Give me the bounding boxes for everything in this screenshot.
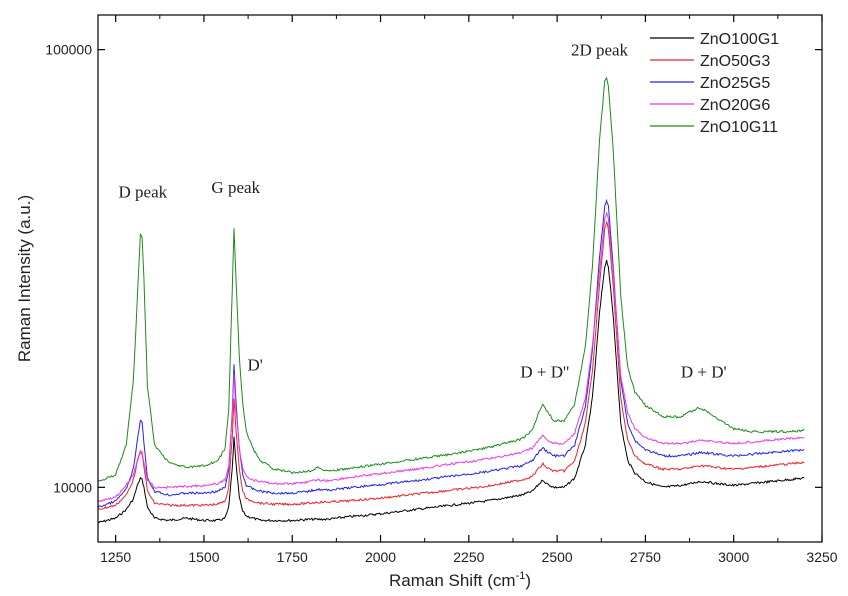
x-tick-label: 2500	[542, 549, 573, 565]
y-tick-label: 10000	[53, 479, 92, 495]
x-tick-label: 1750	[277, 549, 308, 565]
x-tick-label: 3000	[718, 549, 749, 565]
x-tick-label: 2000	[365, 549, 396, 565]
peak-annotation: G peak	[211, 178, 260, 197]
x-tick-label: 2250	[453, 549, 484, 565]
peak-annotation: D + D''	[520, 363, 569, 382]
x-axis-title-main: Raman Shift (cm	[389, 571, 516, 590]
x-tick-label: 1250	[100, 549, 131, 565]
x-axis-title-close: )	[525, 571, 531, 590]
legend-label: ZnO20G6	[700, 97, 770, 114]
legend-label: ZnO100G1	[700, 31, 779, 48]
peak-annotation: D peak	[119, 182, 168, 201]
ticks-layer: 1250 1500 1750 2000 2250 2500 2750 3000 3250 1000…	[45, 15, 838, 565]
series-line-zno50g3	[97, 220, 805, 510]
legend-label: ZnO25G5	[700, 75, 770, 92]
x-axis-title: Raman Shift (cm-1)	[389, 570, 531, 590]
series-line-zno100g1	[97, 259, 805, 524]
x-axis-title-superscript: -1	[516, 570, 526, 582]
peak-annotation: D'	[247, 355, 262, 374]
series-line-zno25g5	[97, 198, 805, 508]
y-tick-label: 100000	[45, 42, 92, 58]
series-line-zno20g6	[97, 212, 805, 503]
x-tick-label: 2750	[630, 549, 661, 565]
series-line-zno10g11	[97, 76, 805, 483]
annotation-layer: D peak G peak D' 2D peak D + D'' D + D'	[119, 40, 727, 381]
x-tick-label: 1500	[188, 549, 219, 565]
legend-label: ZnO10G11	[700, 119, 778, 136]
legend: ZnO100G1 ZnO50G3 ZnO25G5 ZnO20G6 ZnO10G11	[650, 31, 779, 136]
plot-frame	[97, 14, 823, 543]
legend-label: ZnO50G3	[700, 53, 770, 70]
y-axis-title: Raman Intensity (a.u.)	[15, 195, 34, 362]
x-tick-label: 3250	[806, 549, 837, 565]
series-layer	[97, 76, 805, 524]
peak-annotation: D + D'	[681, 363, 727, 382]
peak-annotation: 2D peak	[571, 40, 629, 59]
